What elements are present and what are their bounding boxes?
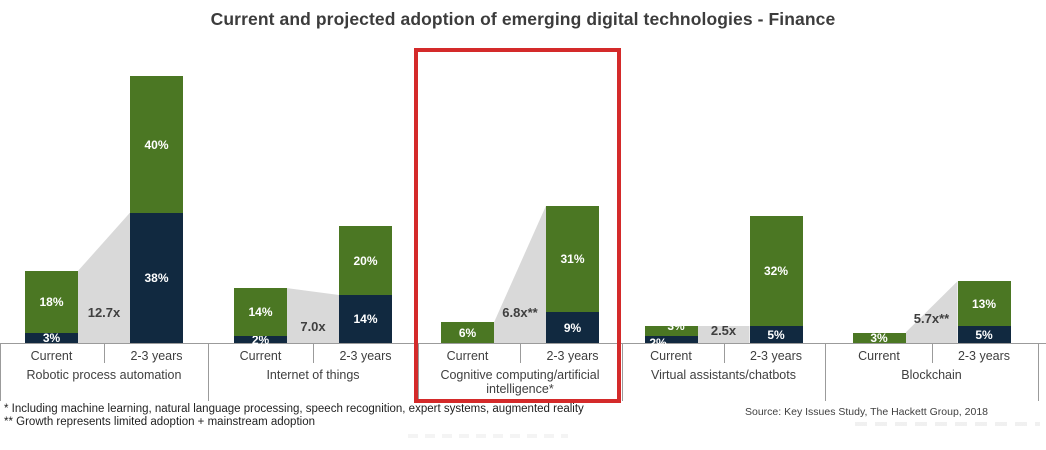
growth-multiplier-label: 7.0x [300,319,326,334]
group-label-internet-of-things: Internet of things [266,368,360,382]
category-label-current: Current [239,349,282,363]
group-separator-tick [622,344,623,401]
bar-segment-current-navy-internet-of-things: 2% [234,332,287,347]
group-label-virtual-assistants-chatbots: Virtual assistants/chatbots [651,368,796,382]
cutoff-text-artifact-right [855,422,1040,426]
category-label-years: 2-3 years [339,349,392,363]
segment-value-label: 2% [251,332,270,347]
source-note: Source: Key Issues Study, The Hackett Gr… [745,406,988,418]
bar-segment-projected-green-virtual-assistants-chatbots: 32% [749,216,803,326]
x-axis-line [0,343,1046,344]
bar-segment-projected-green-internet-of-things: 20% [339,226,392,295]
segment-value-label: 20% [353,253,378,268]
category-separator-tick [313,344,314,363]
footnote-2: ** Growth represents limited adoption + … [4,416,315,428]
segment-value-label: 2% [649,335,667,350]
bar-segment-current-green-cognitive-computing-artificial-intelligence: 6% [441,322,494,343]
segment-value-label: 5% [975,327,993,342]
bar-segment-projected-green-cognitive-computing-artificial-intelligence: 31% [546,206,599,312]
group-label-robotic-process-automation: Robotic process automation [26,368,182,382]
bar-segment-current-green-blockchain: 3% [852,331,906,345]
segment-value-label: 18% [39,295,64,309]
group-label-cognitive-computing-artificial-intelligence: Cognitive computing/artificial intellige… [440,368,600,396]
segment-value-label: 14% [248,305,273,319]
group-separator-tick [208,344,209,401]
category-label-years: 2-3 years [130,349,183,363]
bar-segment-current-green-robotic-process-automation: 18% [25,271,78,333]
growth-multiplier-label: 5.7x** [913,311,950,326]
chart-title: Current and projected adoption of emergi… [210,9,836,29]
bar-segment-current-navy-virtual-assistants-chatbots: 2% [644,336,698,349]
category-separator-tick [104,344,105,363]
category-separator-tick [520,344,521,363]
segment-value-label: 14% [353,312,378,326]
segment-value-label: 3% [667,319,685,333]
growth-wedge [697,325,750,343]
highlight-box-cognitive-computing [414,48,621,403]
segment-value-label: 9% [563,320,582,335]
category-label-years: 2-3 years [546,349,599,363]
segment-value-label: 13% [971,296,997,311]
growth-wedge [287,288,339,343]
segment-value-label: 6% [458,325,477,340]
footnotes: * Including machine learning, natural la… [4,403,584,429]
category-label-years: 2-3 years [749,349,803,363]
segment-value-label: 5% [767,327,785,342]
bar-segment-projected-navy-blockchain: 5% [957,326,1011,343]
segment-value-label: 40% [144,137,169,152]
segment-value-label: 31% [560,252,585,266]
group-label-blockchain: Blockchain [901,368,962,382]
bar-segment-projected-navy-cognitive-computing-artificial-intelligence: 9% [546,312,599,343]
category-separator-tick [724,344,725,363]
bar-segment-projected-green-robotic-process-automation: 40% [130,76,183,213]
growth-multiplier-label: 2.5x [710,323,737,338]
bar-segment-projected-green-blockchain: 13% [957,281,1011,326]
category-label-current: Current [858,349,900,363]
growth-multiplier-label: 6.8x** [502,305,538,320]
growth-wedge [78,212,130,343]
category-label-current: Current [446,349,489,363]
group-separator-tick [418,344,419,401]
category-label-current: Current [30,349,73,363]
bar-segment-projected-navy-robotic-process-automation: 38% [130,213,183,343]
cutoff-text-artifact-center [408,434,568,438]
category-label-years: 2-3 years [957,349,1011,363]
segment-value-label: 3% [42,331,61,345]
footnote-1: * Including machine learning, natural la… [4,403,584,415]
group-separator-tick [1038,344,1039,401]
segment-value-label: 32% [763,264,789,278]
category-label-current: Current [650,349,692,363]
category-separator-tick [932,344,933,363]
segment-value-label: 38% [144,271,169,285]
group-separator-tick [825,344,826,401]
bar-segment-current-green-virtual-assistants-chatbots: 3% [644,320,698,336]
bar-segment-projected-navy-internet-of-things: 14% [339,295,392,343]
bar-segment-current-green-internet-of-things: 14% [234,288,287,336]
segment-value-label: 3% [870,331,888,345]
bar-segment-projected-navy-virtual-assistants-chatbots: 5% [749,326,803,343]
group-separator-tick [0,344,1,401]
bar-segment-current-navy-robotic-process-automation: 3% [25,331,78,345]
growth-multiplier-label: 12.7x [87,305,121,320]
